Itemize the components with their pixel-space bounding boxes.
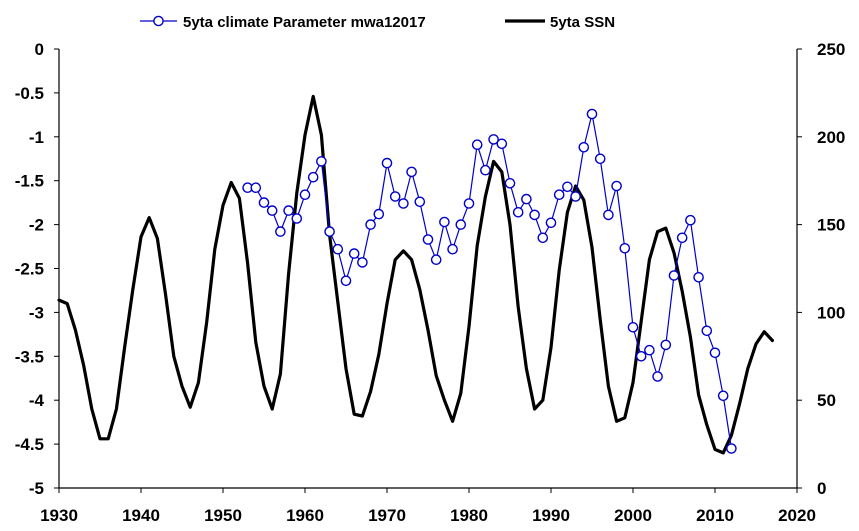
x-tick-label: 1960	[286, 506, 324, 525]
x-tick-label: 1950	[204, 506, 242, 525]
climate-parameter-point	[283, 205, 294, 216]
series-ssn-line	[57, 94, 775, 455]
climate-parameter-point	[430, 254, 442, 266]
climate-parameter-point	[504, 177, 516, 189]
climate-parameter-point	[644, 344, 655, 356]
climate-parameter-point	[291, 213, 303, 224]
climate-parameter-point	[529, 209, 540, 221]
legend: 5yta climate Parameter mwa12017 5yta SSN	[140, 14, 615, 31]
climate-parameter-point	[480, 164, 491, 176]
climate-parameter-point	[439, 216, 450, 228]
climate-parameter-point	[709, 347, 721, 359]
climate-parameter-point	[496, 138, 508, 150]
climate-parameter-point	[332, 243, 344, 255]
climate-parameter-point	[627, 321, 639, 333]
climate-parameter-point	[307, 171, 319, 183]
climate-parameter-point	[603, 209, 614, 221]
climate-parameter-point	[537, 232, 549, 244]
x-tick-label: 1990	[532, 506, 570, 525]
y-left-tick-label: -3.5	[15, 347, 44, 366]
climate-parameter-point	[266, 205, 278, 216]
climate-parameter-point	[250, 182, 262, 193]
climate-parameter-point	[471, 139, 483, 150]
x-tick-label: 2010	[696, 506, 734, 525]
climate-parameter-point	[586, 108, 598, 120]
climate-parameter-point	[660, 339, 672, 351]
ssn-line	[57, 94, 775, 455]
climate-parameter-point	[717, 390, 729, 402]
climate-parameter-point	[668, 270, 680, 281]
climate-parameter-point	[275, 226, 286, 237]
y-left-tick-label: -5	[29, 479, 44, 498]
climate-parameter-point	[373, 208, 385, 220]
y-left-tick-label: 0	[35, 40, 44, 59]
climate-parameter-point	[258, 197, 270, 208]
climate-parameter-point	[693, 271, 704, 283]
climate-parameter-point	[414, 196, 426, 208]
y-left-tick-label: -0.5	[15, 84, 44, 103]
climate-parameter-point	[398, 198, 409, 209]
climate-parameter-point	[316, 156, 327, 167]
y-left-tick-label: -4.5	[15, 435, 44, 454]
x-tick-label: 2020	[778, 506, 816, 525]
climate-parameter-point	[521, 193, 532, 205]
climate-parameter-point	[389, 191, 401, 202]
climate-parameter-point	[463, 198, 475, 209]
y-right-tick-label: 50	[817, 391, 836, 410]
legend-climate-marker	[153, 15, 164, 27]
climate-parameter-point	[406, 166, 417, 178]
climate-parameter-point	[578, 141, 590, 153]
climate-parameter-point	[365, 219, 376, 230]
climate-parameter-point	[635, 350, 647, 362]
x-tick-label: 1940	[122, 506, 160, 525]
y-left-tick-label: -1	[29, 128, 44, 147]
climate-parameter-point	[488, 134, 499, 145]
climate-parameter-point	[619, 242, 631, 254]
climate-parameter-point	[447, 243, 458, 255]
climate-parameter-point	[570, 191, 581, 202]
y-right-tick-label: 0	[817, 479, 826, 498]
climate-parameter-point	[357, 257, 368, 268]
climate-parameter-point	[611, 180, 622, 192]
climate-parameter-point	[545, 217, 557, 229]
climate-parameter-point	[701, 325, 713, 337]
climate-parameter-point	[726, 443, 737, 454]
climate-parameter-point	[299, 189, 311, 200]
climate-parameter-point	[685, 214, 696, 226]
climate-parameter-point	[676, 232, 688, 244]
climate-parameter-point	[553, 189, 565, 200]
y-right-tick-label: 100	[817, 303, 845, 322]
x-tick-label: 1980	[450, 506, 488, 525]
climate-parameter-point	[348, 248, 360, 259]
y-left-tick-label: -1.5	[15, 172, 44, 191]
y-right-tick-label: 150	[817, 216, 845, 235]
legend-climate-label: 5yta climate Parameter mwa12017	[183, 14, 426, 31]
y-right-tick-label: 250	[817, 40, 845, 59]
climate-parameter-point	[455, 219, 467, 230]
series-climate-parameter	[242, 108, 737, 454]
y-left-tick-label: -3	[29, 303, 44, 322]
x-tick-label: 1930	[40, 506, 78, 525]
axes: 1930 1940 1950 1960 1970 1980 1990 2000 2010 2020…	[15, 40, 846, 525]
legend-ssn-label: 5yta SSN	[550, 14, 615, 31]
y-right-tick-label: 200	[817, 128, 845, 147]
climate-parameter-point	[652, 371, 663, 382]
x-tick-label: 2000	[614, 506, 652, 525]
y-left-tick-label: -2.5	[15, 260, 44, 279]
climate-parameter-point	[324, 226, 335, 237]
climate-parameter-point	[562, 181, 573, 193]
y-left-tick-label: -2	[29, 216, 44, 235]
climate-parameter-point	[422, 234, 434, 245]
climate-parameter-point	[340, 275, 352, 287]
y-left-tick-label: -4	[29, 391, 45, 410]
x-tick-label: 1970	[368, 506, 406, 525]
climate-parameter-point	[381, 157, 393, 169]
climate-parameter-point	[594, 153, 606, 165]
climate-parameter-point	[512, 206, 524, 218]
